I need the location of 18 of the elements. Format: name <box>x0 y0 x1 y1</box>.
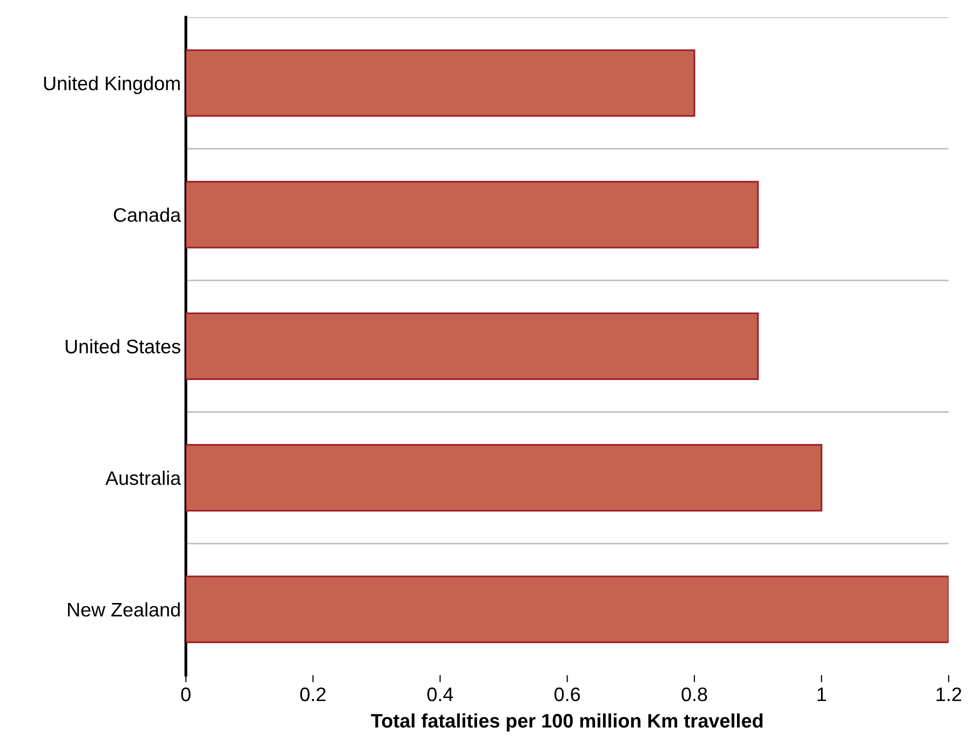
bar <box>186 576 949 644</box>
x-tick-label: 1.2 <box>936 687 962 702</box>
bar <box>186 312 759 380</box>
bar <box>186 444 822 512</box>
x-tick-label: 0.4 <box>427 687 454 702</box>
y-tick-label: Australia <box>105 470 181 486</box>
x-tick-label: 0.2 <box>300 687 326 702</box>
y-tick-label: United States <box>66 339 180 354</box>
x-tick-label: 0.8 <box>682 687 708 702</box>
x-tick-label: 0.6 <box>554 687 580 702</box>
x-tick-label: 0 <box>181 687 191 702</box>
y-tick-label: United Kingdom <box>44 76 180 94</box>
y-tick-label: Canada <box>114 208 181 222</box>
y-tick-label: New Zealand <box>68 602 180 617</box>
x-axis-title: Total fatalities per 100 million Km travelled <box>370 713 762 732</box>
x-tick-label: 1 <box>818 688 826 702</box>
bar <box>186 49 696 117</box>
bar <box>186 180 759 248</box>
